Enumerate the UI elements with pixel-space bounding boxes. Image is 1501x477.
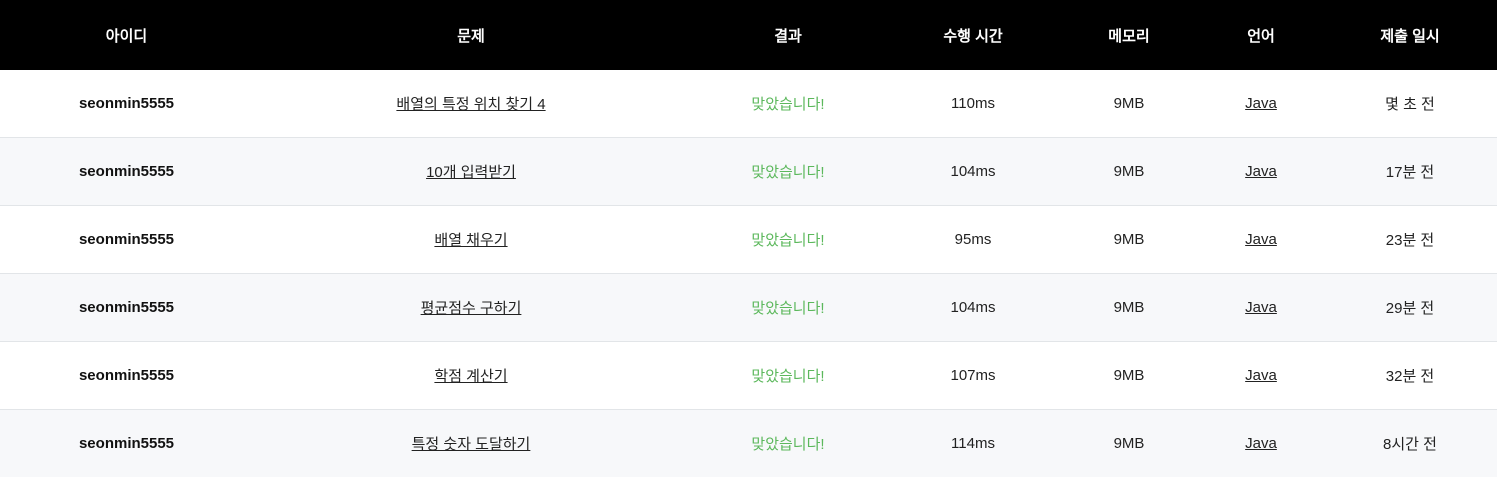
table-row: seonmin5555 배열의 특정 위치 찾기 4 맞았습니다! 110ms … — [0, 70, 1497, 138]
memory-cell: 9MB — [1059, 273, 1199, 342]
user-id-cell: seonmin5555 — [0, 341, 253, 410]
time-cell: 95ms — [887, 205, 1059, 274]
language-cell: Java — [1199, 273, 1323, 342]
result-cell: 맞았습니다! — [689, 137, 887, 206]
problem-cell: 특정 숫자 도달하기 — [253, 409, 689, 477]
col-header-time: 수행 시간 — [887, 0, 1059, 70]
submitted-cell: 몇 초 전 — [1323, 70, 1497, 138]
result-cell: 맞았습니다! — [689, 205, 887, 274]
submitted-cell: 29분 전 — [1323, 273, 1497, 342]
table-row: seonmin5555 특정 숫자 도달하기 맞았습니다! 114ms 9MB … — [0, 409, 1497, 477]
language-link[interactable]: Java — [1245, 367, 1277, 384]
table-body: seonmin5555 배열의 특정 위치 찾기 4 맞았습니다! 110ms … — [0, 70, 1497, 477]
col-header-memory: 메모리 — [1059, 0, 1199, 70]
submitted-cell: 23분 전 — [1323, 205, 1497, 274]
language-link[interactable]: Java — [1245, 231, 1277, 248]
problem-cell: 10개 입력받기 — [253, 137, 689, 206]
col-header-submitted: 제출 일시 — [1323, 0, 1497, 70]
submitted-cell: 32분 전 — [1323, 341, 1497, 410]
table-row: seonmin5555 10개 입력받기 맞았습니다! 104ms 9MB Ja… — [0, 137, 1497, 206]
language-cell: Java — [1199, 341, 1323, 410]
language-cell: Java — [1199, 70, 1323, 138]
memory-cell: 9MB — [1059, 70, 1199, 138]
user-id-cell: seonmin5555 — [0, 409, 253, 477]
problem-link[interactable]: 평균점수 구하기 — [420, 300, 522, 317]
col-header-problem: 문제 — [253, 0, 689, 70]
table-row: seonmin5555 배열 채우기 맞았습니다! 95ms 9MB Java … — [0, 205, 1497, 274]
language-link[interactable]: Java — [1245, 299, 1277, 316]
problem-link[interactable]: 10개 입력받기 — [426, 164, 516, 181]
problem-link[interactable]: 학점 계산기 — [434, 368, 508, 385]
result-cell: 맞았습니다! — [689, 341, 887, 410]
memory-cell: 9MB — [1059, 205, 1199, 274]
submitted-cell: 17분 전 — [1323, 137, 1497, 206]
language-link[interactable]: Java — [1245, 435, 1277, 452]
problem-cell: 평균점수 구하기 — [253, 273, 689, 342]
user-id-cell: seonmin5555 — [0, 273, 253, 342]
time-cell: 104ms — [887, 137, 1059, 206]
language-cell: Java — [1199, 205, 1323, 274]
problem-link[interactable]: 특정 숫자 도달하기 — [411, 436, 531, 453]
problem-cell: 배열 채우기 — [253, 205, 689, 274]
problem-link[interactable]: 배열의 특정 위치 찾기 4 — [396, 96, 546, 113]
time-cell: 110ms — [887, 70, 1059, 138]
user-id-cell: seonmin5555 — [0, 137, 253, 206]
user-id-cell: seonmin5555 — [0, 205, 253, 274]
time-cell: 107ms — [887, 341, 1059, 410]
problem-cell: 배열의 특정 위치 찾기 4 — [253, 70, 689, 138]
language-cell: Java — [1199, 137, 1323, 206]
result-cell: 맞았습니다! — [689, 409, 887, 477]
table-row: seonmin5555 학점 계산기 맞았습니다! 107ms 9MB Java… — [0, 341, 1497, 410]
user-id-cell: seonmin5555 — [0, 70, 253, 138]
memory-cell: 9MB — [1059, 341, 1199, 410]
time-cell: 114ms — [887, 409, 1059, 477]
header-row: 아이디 문제 결과 수행 시간 메모리 언어 제출 일시 — [0, 0, 1497, 70]
language-link[interactable]: Java — [1245, 95, 1277, 112]
memory-cell: 9MB — [1059, 409, 1199, 477]
table-header: 아이디 문제 결과 수행 시간 메모리 언어 제출 일시 — [0, 0, 1497, 70]
memory-cell: 9MB — [1059, 137, 1199, 206]
result-cell: 맞았습니다! — [689, 273, 887, 342]
col-header-language: 언어 — [1199, 0, 1323, 70]
language-cell: Java — [1199, 409, 1323, 477]
col-header-result: 결과 — [689, 0, 887, 70]
table-row: seonmin5555 평균점수 구하기 맞았습니다! 104ms 9MB Ja… — [0, 273, 1497, 342]
submitted-cell: 8시간 전 — [1323, 409, 1497, 477]
time-cell: 104ms — [887, 273, 1059, 342]
language-link[interactable]: Java — [1245, 163, 1277, 180]
result-cell: 맞았습니다! — [689, 70, 887, 138]
problem-cell: 학점 계산기 — [253, 341, 689, 410]
problem-link[interactable]: 배열 채우기 — [434, 232, 508, 249]
col-header-user-id: 아이디 — [0, 0, 253, 70]
